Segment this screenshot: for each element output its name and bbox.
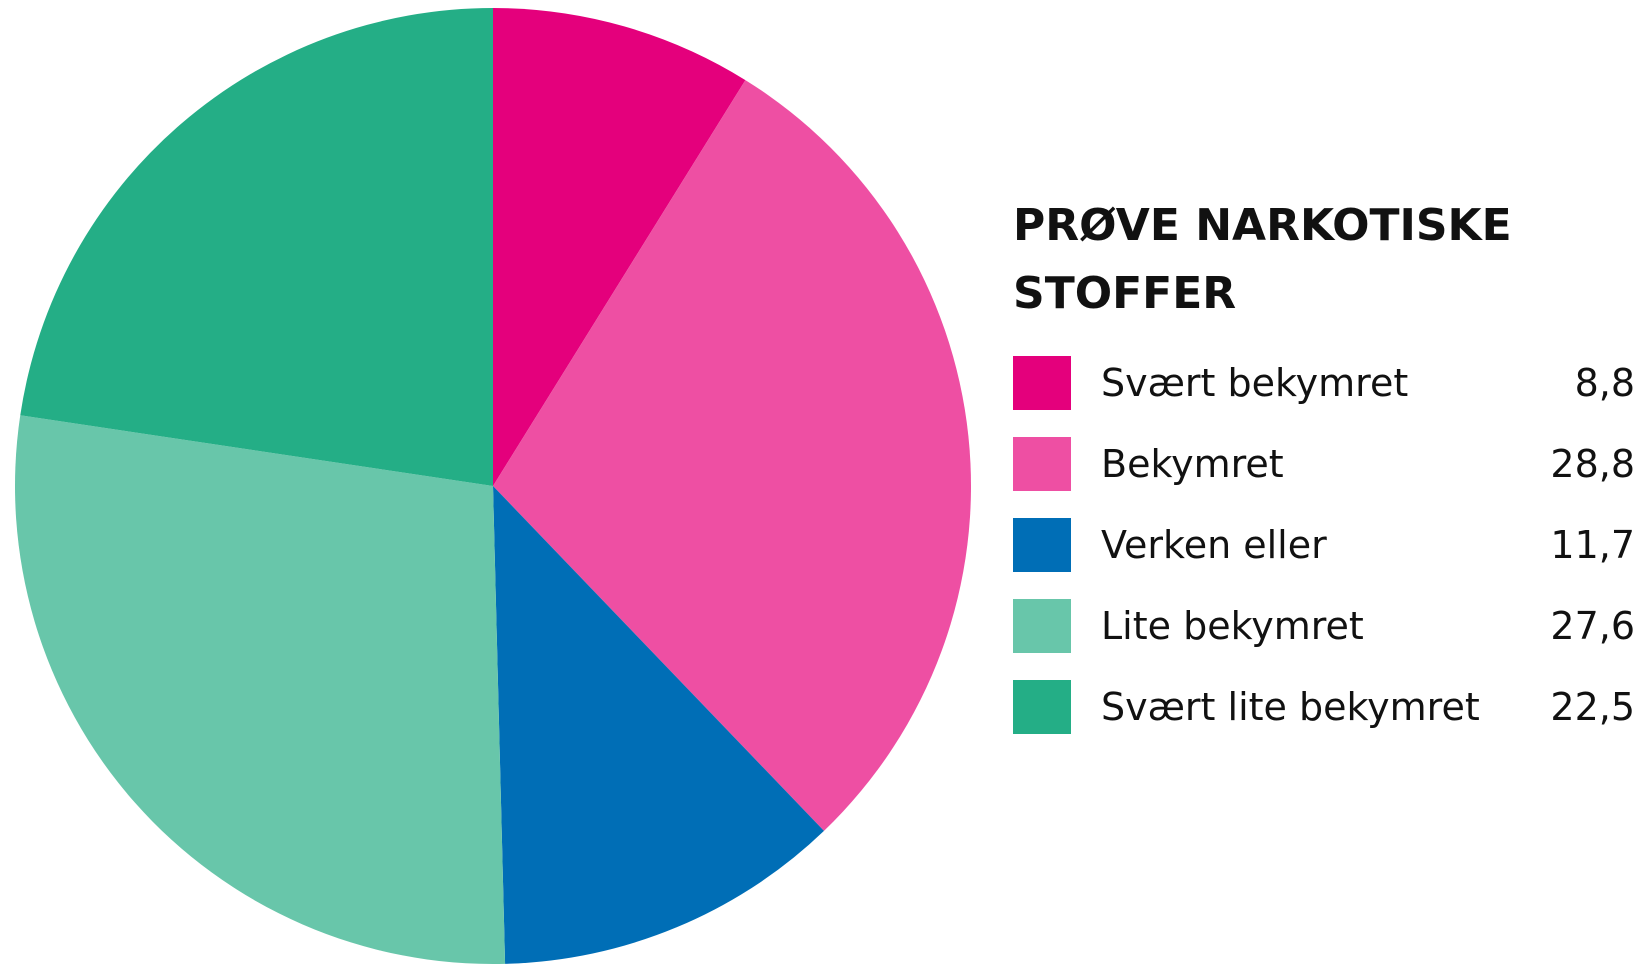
pie-slice — [20, 8, 494, 486]
pie-chart — [15, 8, 971, 964]
legend-swatch — [1013, 599, 1071, 653]
legend-swatch — [1013, 356, 1071, 410]
value-label: 11,7 — [1550, 523, 1635, 567]
value-label: 22,5 — [1550, 685, 1635, 729]
value-label: 28,8 — [1550, 442, 1635, 486]
legend-swatch — [1013, 518, 1071, 572]
legend-label: Bekymret — [1101, 442, 1284, 486]
legend-item: Svært lite bekymret 22,5 — [1013, 680, 1635, 761]
pie-slice — [493, 8, 746, 486]
legend-item: Verken eller 11,7 — [1013, 518, 1635, 599]
legend-label: Verken eller — [1101, 523, 1327, 567]
legend-item: Bekymret 28,8 — [1013, 437, 1635, 518]
legend-item: Lite bekymret 27,6 — [1013, 599, 1635, 680]
legend-label: Lite bekymret — [1101, 604, 1364, 648]
pie-slice — [15, 415, 506, 964]
pie-slice — [493, 80, 971, 831]
legend-swatch — [1013, 437, 1071, 491]
legend-item: Svært bekymret 8,8 — [1013, 356, 1635, 437]
pie-slice — [493, 486, 824, 964]
value-label: 27,6 — [1550, 604, 1635, 648]
legend-label: Svært bekymret — [1101, 361, 1409, 405]
legend-swatch — [1013, 680, 1071, 734]
chart-title: PRØVE NARKOTISKE STOFFER — [1013, 200, 1512, 319]
legend-rows: Svært bekymret 8,8 Bekymret 28,8 Verken elle… — [1013, 356, 1635, 761]
legend-label: Svært lite bekymret — [1101, 685, 1480, 729]
value-label: 8,8 — [1574, 361, 1635, 405]
legend: PRØVE NARKOTISKE STOFFER Svært bekymret 8… — [1013, 192, 1635, 761]
